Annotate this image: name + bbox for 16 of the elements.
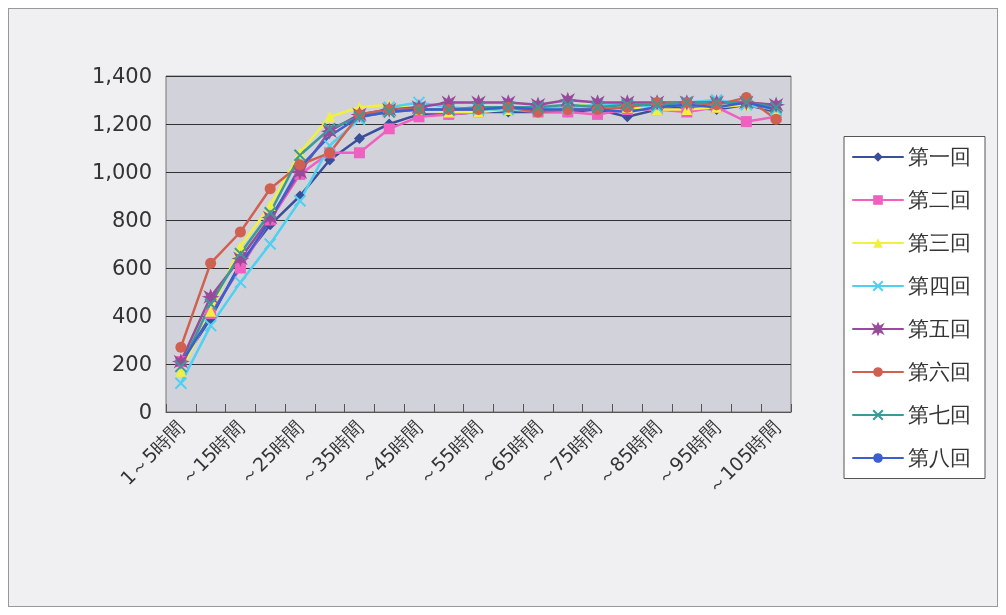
y-tick-label: 200 [111, 352, 152, 376]
legend-label: 第四回 [908, 274, 971, 298]
legend-label: 第三回 [908, 231, 971, 255]
legend-label: 第八回 [908, 446, 971, 470]
y-tick-label: 1,200 [91, 112, 152, 136]
y-tick-label: 400 [111, 304, 152, 328]
y-tick-label: 800 [111, 208, 152, 232]
legend-label: 第二回 [908, 188, 971, 212]
legend-label: 第六回 [908, 360, 971, 384]
y-tick-label: 1,000 [91, 160, 152, 184]
legend-label: 第一回 [908, 145, 971, 169]
y-tick-label: 0 [138, 400, 152, 424]
legend-label: 第七回 [908, 403, 971, 427]
y-tick-label: 1,400 [91, 64, 152, 88]
y-tick-label: 600 [111, 256, 152, 280]
legend-label: 第五回 [908, 317, 971, 341]
